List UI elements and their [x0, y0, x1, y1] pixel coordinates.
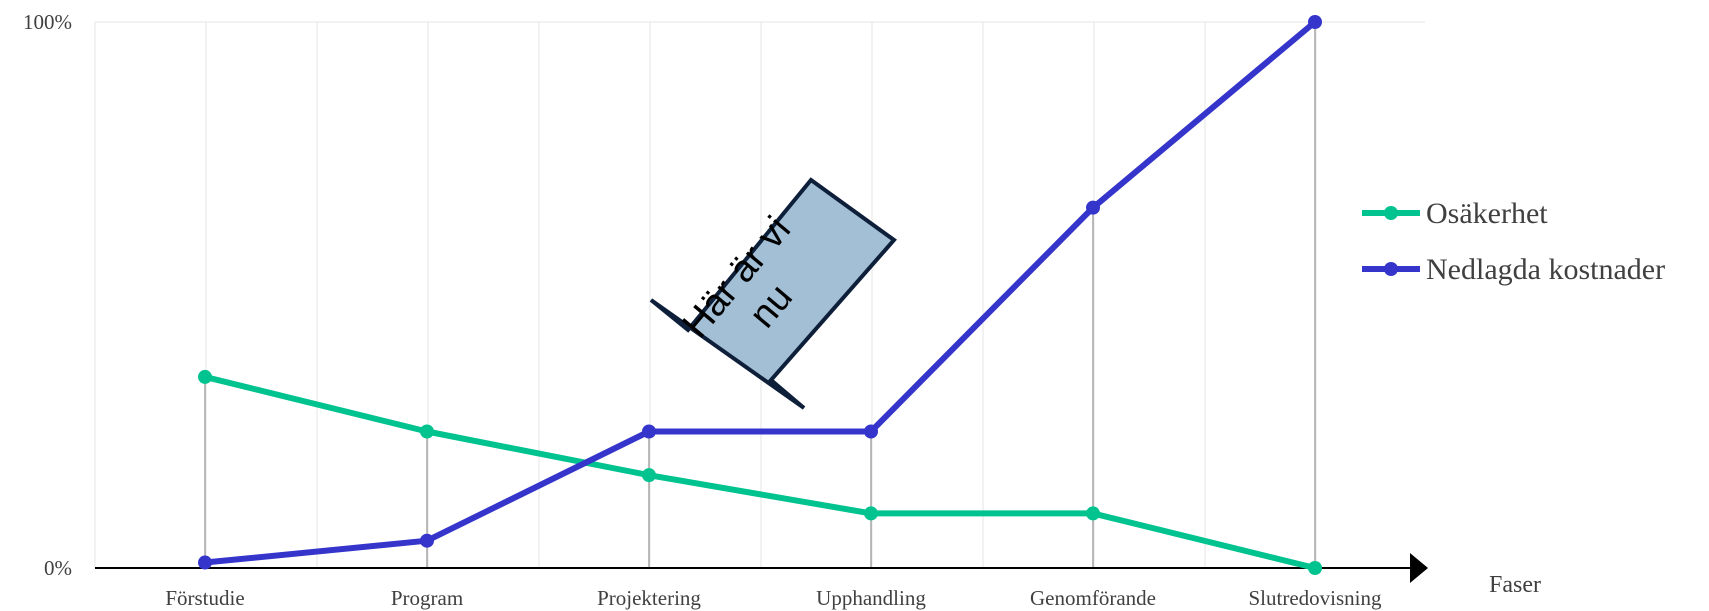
series-line-1: [202, 373, 1318, 571]
x-axis-label: Faser: [1489, 572, 1541, 598]
legend-marker-2: [1384, 262, 1398, 276]
series-point-2: [1308, 15, 1322, 29]
y-tick-label: 100%: [23, 10, 72, 34]
series-point-1: [1308, 561, 1322, 575]
series-point-2: [198, 555, 212, 570]
series-point-1: [420, 424, 434, 439]
x-tick-label: Förstudie: [165, 586, 244, 610]
legend-label-1: Osäkerhet: [1426, 197, 1548, 230]
series-line-2: [202, 19, 1318, 566]
x-tick-label: Projektering: [597, 586, 701, 610]
x-axis-arrow-icon: [1410, 553, 1428, 583]
callout-arrow-icon: [649, 177, 897, 410]
legend-marker-1: [1384, 206, 1398, 220]
series-point-1: [1086, 506, 1100, 521]
series-point-2: [1086, 200, 1100, 215]
x-tick-label: Genomförande: [1030, 586, 1156, 610]
legend-label-2: Nedlagda kostnader: [1426, 253, 1665, 286]
legend: Osäkerhet Nedlagda kostnader: [1362, 197, 1665, 286]
x-tick-label: Upphandling: [816, 586, 926, 610]
series: [198, 15, 1322, 575]
annotation: Här är vinu: [649, 177, 897, 410]
x-tick-label: Program: [391, 586, 463, 610]
series-point-1: [642, 468, 656, 483]
series-point-2: [642, 424, 656, 439]
y-tick-labels: 0% 100%: [23, 10, 72, 580]
series-point-2: [420, 533, 434, 548]
axes: [95, 553, 1428, 583]
series-point-1: [864, 506, 878, 521]
series-point-2: [864, 424, 878, 439]
x-tick-label: Slutredovisning: [1248, 586, 1382, 610]
series-point-1: [198, 369, 212, 384]
y-tick-label: 0%: [44, 556, 72, 580]
x-tick-labels: Förstudie Program Projektering Upphandling G…: [165, 586, 1382, 610]
